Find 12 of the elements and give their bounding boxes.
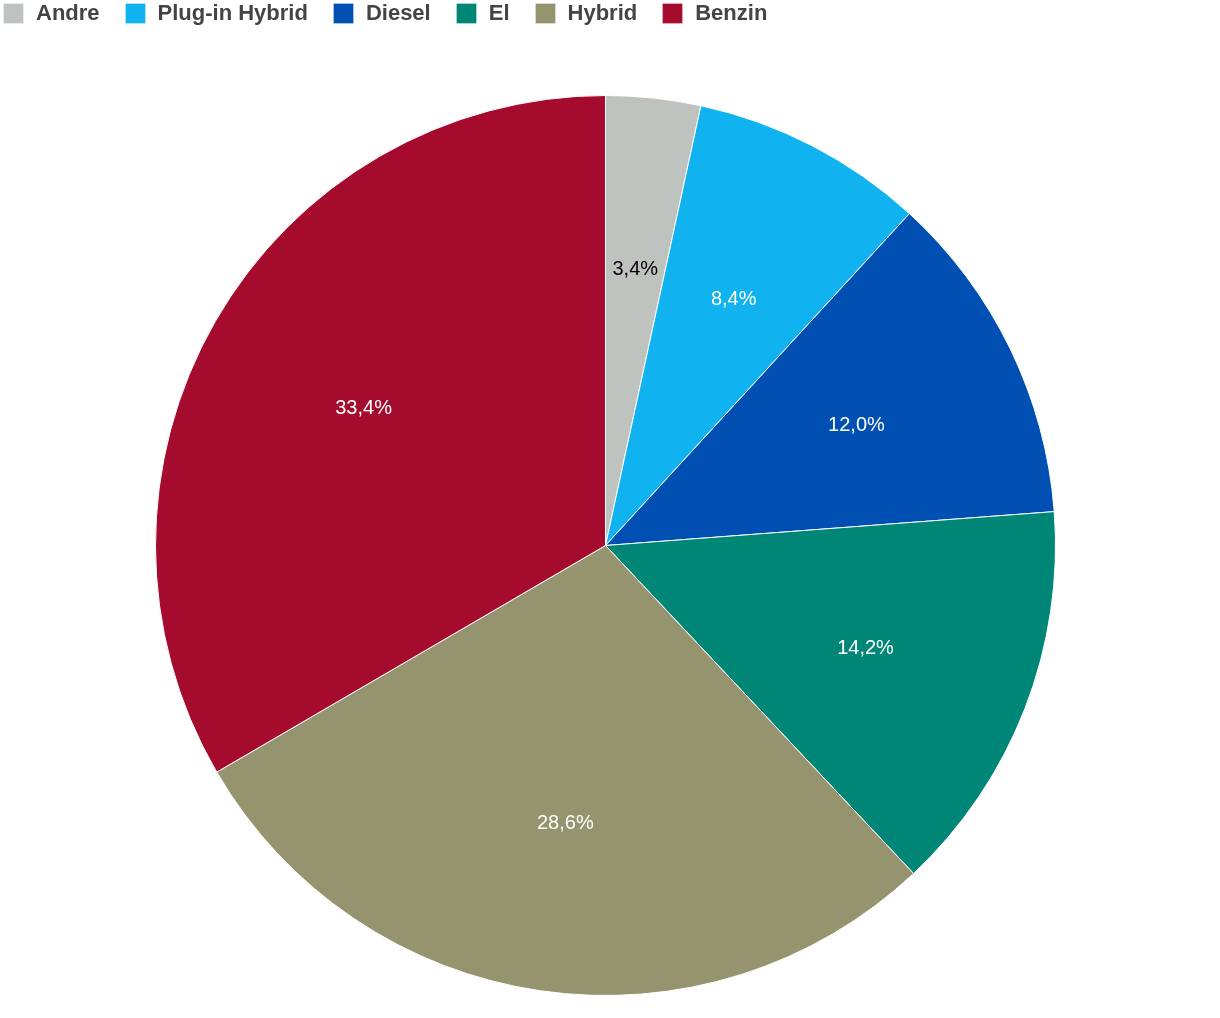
legend-label: Plug-in Hybrid — [157, 0, 308, 26]
legend-label: Andre — [36, 0, 100, 26]
data-label: 14,2% — [837, 635, 895, 658]
data-label: 3,4% — [612, 257, 659, 280]
data-label: 12,0% — [828, 412, 886, 435]
data-label: 28,6% — [536, 810, 594, 833]
legend-label: Hybrid — [567, 0, 638, 26]
legend-label: Diesel — [365, 0, 431, 26]
legend-label: El — [488, 0, 510, 26]
legend-label: Benzin — [695, 0, 768, 26]
data-label: 8,4% — [710, 286, 757, 309]
data-label: 33,4% — [335, 395, 393, 418]
